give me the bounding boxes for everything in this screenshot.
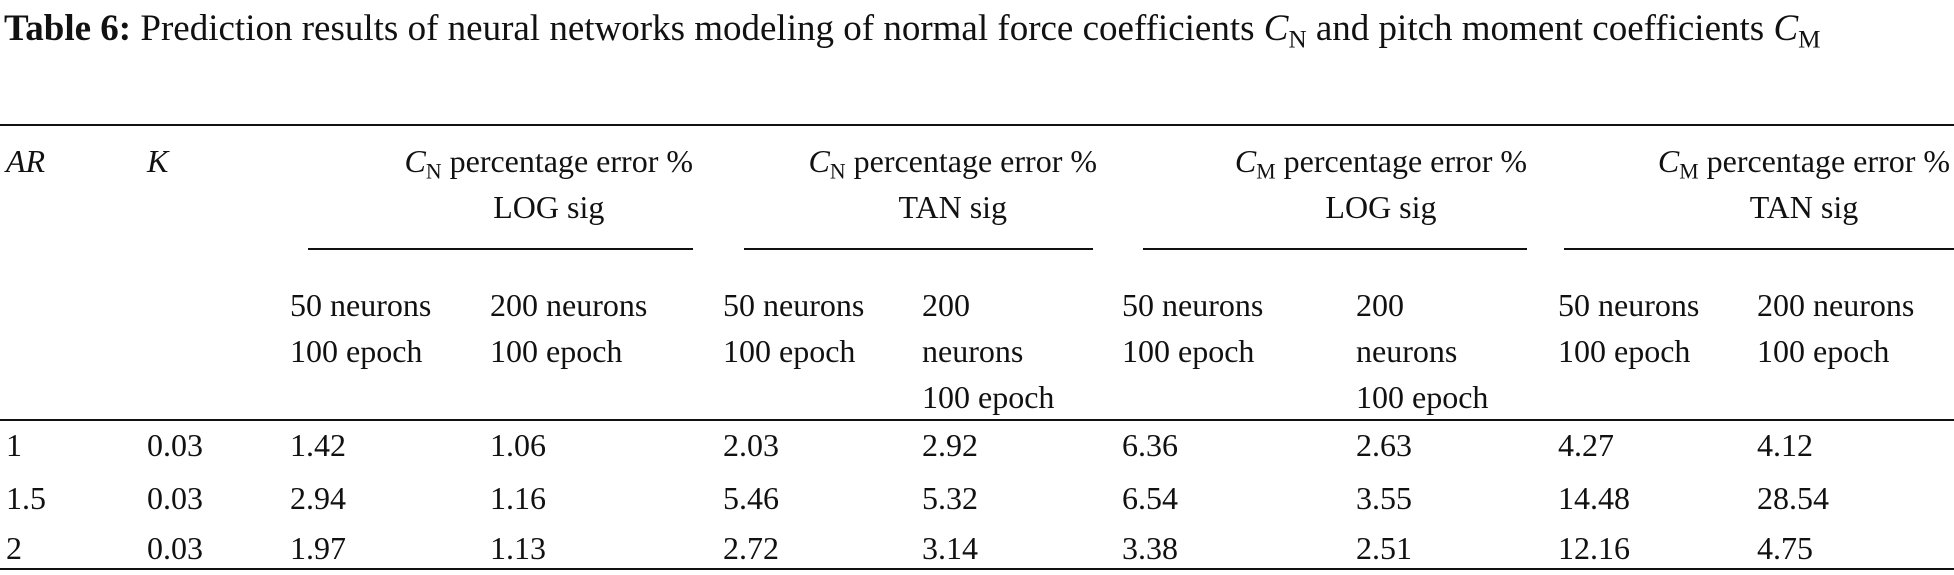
sub-header-line: 200 neurons <box>1757 287 1915 323</box>
table-cell: 0.03 <box>147 530 203 566</box>
group-symbol: C <box>808 143 830 179</box>
sub-header-line: 100 epoch <box>1122 333 1255 369</box>
group-rule <box>744 248 1093 250</box>
table-cell: 2.51 <box>1356 530 1412 566</box>
sub-header-line: neurons <box>1356 333 1458 369</box>
group-header: CM percentage error % LOG sig <box>1235 138 1527 230</box>
top-rule <box>0 124 1954 126</box>
table-cell: 1.13 <box>490 530 546 566</box>
group-rule <box>308 248 693 250</box>
sub-header-line: 50 neurons <box>1122 287 1264 323</box>
sub-header-line: 100 epoch <box>1757 333 1890 369</box>
table-cell: 12.16 <box>1558 530 1630 566</box>
sub-header-line: 100 epoch <box>1356 379 1489 415</box>
caption-symbol: C <box>1263 8 1289 49</box>
group-symbol: C <box>1234 143 1257 179</box>
table-cell: 3.55 <box>1356 480 1412 516</box>
caption-symbol: C <box>1773 8 1799 49</box>
table-cell: 2.03 <box>723 427 779 463</box>
table-cell: 1.06 <box>490 427 546 463</box>
group-text: percentage error % <box>449 143 693 179</box>
sub-header: 50 neurons 100 epoch <box>1122 282 1263 374</box>
group-rule <box>1564 248 1954 250</box>
table-cell: 5.46 <box>723 480 779 516</box>
bottom-rule <box>0 568 1954 570</box>
sub-header-line: 200 <box>922 287 970 323</box>
table-cell: 3.38 <box>1122 530 1178 566</box>
sub-header-line: 100 epoch <box>490 333 623 369</box>
column-header: AR <box>6 143 46 179</box>
table-cell: 4.27 <box>1558 427 1614 463</box>
group-activation: TAN sig <box>1749 189 1859 225</box>
group-text: percentage error % <box>1706 143 1950 179</box>
table-cell: 2.72 <box>723 530 779 566</box>
group-activation: LOG sig <box>493 189 605 225</box>
sub-header: 200 neurons 100 epoch <box>490 282 647 374</box>
sub-header-line: 200 neurons <box>490 287 648 323</box>
table-cell: 4.12 <box>1757 427 1813 463</box>
group-title: CN percentage error % <box>809 138 1097 184</box>
sub-header: 200 neurons 100 epoch <box>1757 282 1914 374</box>
group-title: CM percentage error % <box>1658 138 1950 184</box>
column-header: K <box>147 143 169 179</box>
group-title: CN percentage error % <box>405 138 693 184</box>
table-caption: Table 6: Prediction results of neural ne… <box>4 2 1950 56</box>
group-text: percentage error % <box>1283 143 1527 179</box>
group-symbol: C <box>1657 143 1680 179</box>
table-cell: 0.03 <box>147 480 203 516</box>
header-rule <box>0 419 1954 421</box>
sub-header: 50 neurons 100 epoch <box>290 282 431 374</box>
group-title: CM percentage error % <box>1235 138 1527 184</box>
sub-header: 200 neurons 100 epoch <box>922 282 1054 420</box>
table-cell: 4.75 <box>1757 530 1813 566</box>
group-activation: TAN sig <box>898 189 1008 225</box>
group-activation: LOG sig <box>1325 189 1437 225</box>
sub-header-line: 100 epoch <box>723 333 856 369</box>
table-cell: 1.5 <box>6 480 46 516</box>
table-cell: 2 <box>6 530 22 566</box>
caption-text: and pitch moment coefficients <box>1306 8 1774 49</box>
sub-header-line: 100 epoch <box>922 379 1055 415</box>
table-cell: 1.16 <box>490 480 546 516</box>
group-subscript: M <box>1256 159 1276 184</box>
table-cell: 1.42 <box>290 427 346 463</box>
caption-subscript: M <box>1798 26 1821 54</box>
table-cell: 3.14 <box>922 530 978 566</box>
sub-header: 50 neurons 100 epoch <box>723 282 864 374</box>
sub-header-line: 50 neurons <box>723 287 865 323</box>
group-rule <box>1143 248 1527 250</box>
group-subscript: M <box>1679 159 1699 184</box>
group-subscript: N <box>425 159 442 184</box>
sub-header-line: neurons <box>922 333 1024 369</box>
caption-text: Prediction results of neural networks mo… <box>140 8 1264 49</box>
group-text: percentage error % <box>853 143 1097 179</box>
table-cell: 1 <box>6 427 22 463</box>
sub-header-line: 100 epoch <box>290 333 423 369</box>
group-header: CN percentage error % LOG sig <box>405 138 693 230</box>
table-cell: 0.03 <box>147 427 203 463</box>
sub-header-line: 50 neurons <box>1558 287 1700 323</box>
group-header: CM percentage error % TAN sig <box>1658 138 1950 230</box>
table-cell: 28.54 <box>1757 480 1829 516</box>
sub-header-line: 50 neurons <box>290 287 432 323</box>
table-cell: 1.97 <box>290 530 346 566</box>
group-symbol: C <box>404 143 426 179</box>
caption-subscript: N <box>1288 26 1307 54</box>
sub-header-line: 200 <box>1356 287 1404 323</box>
table-cell: 6.36 <box>1122 427 1178 463</box>
table-cell: 2.63 <box>1356 427 1412 463</box>
table-cell: 6.54 <box>1122 480 1178 516</box>
table-cell: 2.94 <box>290 480 346 516</box>
group-subscript: N <box>829 159 846 184</box>
sub-header-line: 100 epoch <box>1558 333 1691 369</box>
sub-header: 50 neurons 100 epoch <box>1558 282 1699 374</box>
table-cell: 14.48 <box>1558 480 1630 516</box>
sub-header: 200 neurons 100 epoch <box>1356 282 1488 420</box>
table-cell: 5.32 <box>922 480 978 516</box>
group-header: CN percentage error % TAN sig <box>809 138 1097 230</box>
caption-label: Table 6: <box>4 8 132 49</box>
table-cell: 2.92 <box>922 427 978 463</box>
